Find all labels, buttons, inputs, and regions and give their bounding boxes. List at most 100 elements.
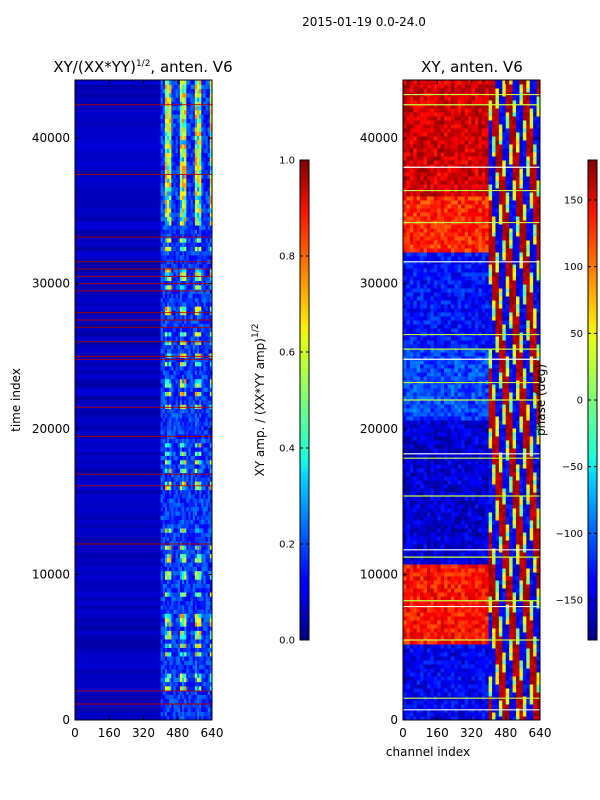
amp-cell bbox=[186, 664, 189, 670]
amp-cell bbox=[160, 182, 164, 188]
amp-cell bbox=[205, 685, 209, 691]
amp-cell bbox=[203, 353, 206, 358]
phase-cell bbox=[409, 660, 414, 665]
amp-cell bbox=[175, 122, 179, 128]
amp-cell bbox=[203, 647, 206, 653]
amp-cell bbox=[199, 246, 202, 252]
amp-cell bbox=[207, 668, 211, 674]
amp-cell bbox=[192, 391, 196, 397]
amp-cell bbox=[194, 382, 198, 388]
amp-cell bbox=[192, 481, 196, 486]
amp-cell bbox=[167, 254, 170, 260]
amp-cell bbox=[203, 587, 206, 593]
amp-cell bbox=[182, 190, 185, 196]
phase-cell bbox=[437, 644, 441, 649]
amp-cell bbox=[207, 293, 211, 299]
phase-cell bbox=[433, 672, 438, 677]
phase-cell bbox=[440, 684, 445, 689]
amp-cell bbox=[184, 272, 187, 277]
amp-cell bbox=[164, 391, 168, 397]
phase-cell bbox=[433, 668, 438, 673]
amp-cell bbox=[190, 638, 194, 644]
amp-cell bbox=[194, 208, 198, 213]
amp-cell bbox=[192, 301, 196, 307]
amp-cell bbox=[194, 446, 198, 452]
amp-cell bbox=[184, 340, 187, 346]
amp-cell bbox=[171, 609, 174, 614]
amp-cell bbox=[182, 643, 185, 648]
amp-cell bbox=[179, 707, 183, 712]
amp-cell bbox=[171, 660, 174, 666]
phase-cell bbox=[468, 656, 472, 661]
phase-cell bbox=[516, 628, 520, 633]
amp-cell bbox=[167, 523, 170, 529]
amp-cell bbox=[192, 118, 196, 124]
amp-cell bbox=[175, 186, 179, 192]
amp-cell bbox=[209, 489, 213, 495]
amp-cell bbox=[205, 681, 209, 687]
amp-cell bbox=[177, 139, 181, 145]
amp-cell bbox=[169, 272, 172, 277]
amp-cell bbox=[199, 314, 202, 320]
amp-cell bbox=[167, 690, 170, 695]
amp-cell bbox=[177, 80, 181, 85]
amp-cell bbox=[177, 353, 181, 358]
amp-cell bbox=[201, 600, 204, 606]
phase-cell bbox=[485, 644, 489, 649]
amp-cell bbox=[199, 485, 202, 491]
amp-cell bbox=[209, 604, 213, 610]
phase-cell bbox=[478, 680, 483, 685]
amp-cell bbox=[162, 165, 166, 171]
amp-cell bbox=[182, 698, 185, 704]
amp-cell bbox=[175, 80, 179, 85]
amp-cell bbox=[203, 638, 206, 644]
phase-cell bbox=[403, 676, 407, 681]
amp-cell bbox=[205, 694, 209, 700]
amp-cell bbox=[167, 365, 170, 371]
amp-cell bbox=[209, 506, 213, 512]
amp-cell bbox=[209, 660, 213, 666]
phase-cell bbox=[461, 676, 465, 681]
amp-cell bbox=[194, 630, 198, 636]
amp-cell bbox=[177, 442, 181, 448]
phase-cell bbox=[471, 636, 476, 641]
amp-cell bbox=[184, 515, 187, 520]
amp-cell bbox=[209, 161, 213, 166]
amp-cell bbox=[190, 532, 194, 538]
amp-cell bbox=[162, 643, 166, 648]
phase-cell bbox=[474, 632, 479, 637]
amp-cell bbox=[188, 451, 191, 456]
amp-cell bbox=[171, 165, 174, 171]
amp-cell bbox=[177, 489, 181, 495]
amp-cell bbox=[194, 165, 198, 171]
amp-cell bbox=[169, 80, 172, 85]
phase-cell bbox=[444, 640, 448, 645]
phase-cell bbox=[457, 620, 462, 625]
amp-cell bbox=[167, 519, 170, 525]
amp-cell bbox=[209, 250, 213, 256]
amp-cell bbox=[182, 592, 185, 597]
amp-cell bbox=[179, 643, 183, 648]
phase-cell bbox=[444, 656, 448, 661]
phase-cell bbox=[519, 672, 524, 677]
phase-cell bbox=[529, 676, 534, 681]
amp-cell bbox=[205, 677, 209, 683]
amp-cell bbox=[169, 280, 172, 286]
amp-cell bbox=[199, 370, 202, 375]
amp-cell bbox=[184, 656, 187, 661]
amp-cell bbox=[160, 583, 164, 589]
amp-cell bbox=[160, 698, 164, 704]
amp-cell bbox=[188, 276, 191, 282]
amp-cell bbox=[194, 690, 198, 695]
amp-cell bbox=[188, 131, 191, 136]
amp-cell bbox=[160, 144, 164, 149]
phase-cell bbox=[437, 712, 441, 717]
amp-cell bbox=[162, 464, 166, 469]
amp-cell bbox=[209, 92, 213, 98]
amp-cell bbox=[175, 493, 179, 499]
amp-cell bbox=[160, 681, 164, 687]
amp-cell bbox=[184, 592, 187, 597]
amp-cell bbox=[164, 97, 168, 102]
phase-cell bbox=[447, 688, 452, 693]
phase-cell bbox=[529, 608, 534, 613]
